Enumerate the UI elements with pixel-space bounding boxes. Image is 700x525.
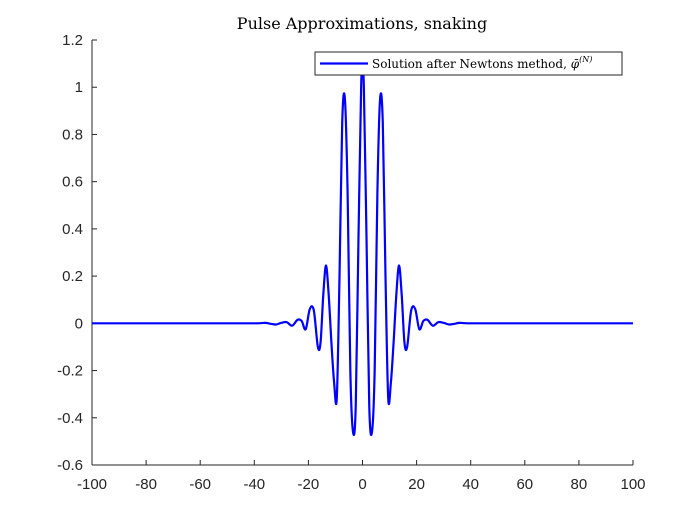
x-tick-label: 20 bbox=[408, 476, 425, 493]
y-tick-label: 1 bbox=[75, 79, 83, 96]
y-tick-label: -0.4 bbox=[57, 410, 83, 427]
y-tick-label: 1.2 bbox=[62, 32, 83, 49]
y-tick-label: 0.8 bbox=[62, 126, 83, 143]
plot-area: -100 -80 -60 -40 -20 0 20 40 60 80 100 -0.6-0.4-0.… bbox=[57, 32, 645, 493]
x-tick-label: -40 bbox=[243, 476, 265, 493]
y-tick-label: 0.4 bbox=[62, 221, 83, 238]
legend: Solution after Newtons method, φ̄(N) bbox=[314, 51, 623, 76]
x-tick-label: 80 bbox=[571, 476, 588, 493]
x-tick-label: -100 bbox=[77, 476, 107, 493]
y-tick-label: -0.2 bbox=[57, 363, 83, 380]
legend-label: Solution after Newtons method, φ̄(N) bbox=[372, 55, 592, 71]
y-tick-label: 0.2 bbox=[62, 268, 83, 285]
chart-title: Pulse Approximations, snaking bbox=[237, 14, 487, 33]
legend-label-symbol: φ̄ bbox=[571, 57, 580, 71]
y-tick-label: 0 bbox=[75, 315, 83, 332]
y-ticks: -0.6 -0.4 -0.2 0 0.2 0.4 0.6 0.8 1 1.2 bbox=[57, 32, 97, 474]
legend-box bbox=[314, 51, 623, 76]
y-tick-label: -0.6 bbox=[57, 457, 83, 474]
x-tick-label: 100 bbox=[620, 476, 645, 493]
y-tick-label: 0.6 bbox=[62, 174, 83, 191]
x-tick-label: 60 bbox=[516, 476, 533, 493]
x-tick-label: 0 bbox=[358, 476, 366, 493]
x-tick-label: -20 bbox=[298, 476, 320, 493]
x-ticks: -100 -80 -60 -40 -20 0 20 40 60 80 100 bbox=[77, 460, 646, 493]
x-tick-label: 40 bbox=[462, 476, 479, 493]
x-tick-label: -80 bbox=[135, 476, 157, 493]
legend-label-superscript: (N) bbox=[579, 55, 592, 64]
legend-label-text: Solution after Newtons method, bbox=[372, 57, 571, 71]
x-tick-label: -60 bbox=[189, 476, 211, 493]
